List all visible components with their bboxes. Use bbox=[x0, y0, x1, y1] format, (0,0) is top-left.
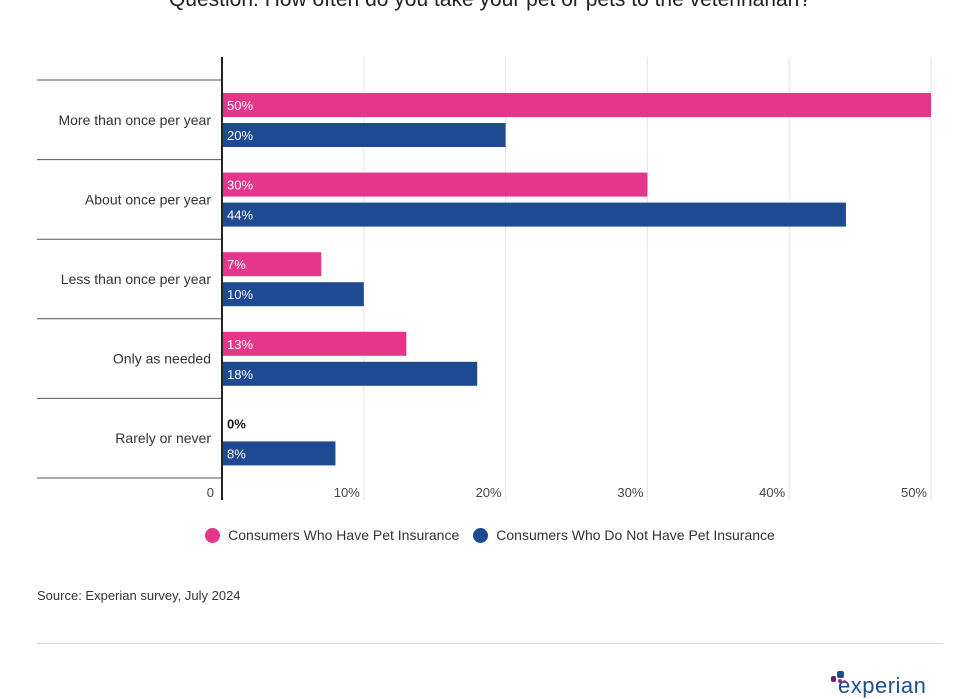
bar bbox=[223, 282, 364, 307]
category-label: Only as needed bbox=[113, 351, 211, 367]
x-tick-label: 10% bbox=[334, 485, 360, 500]
legend-item-insured: Consumers Who Have Pet Insurance bbox=[205, 527, 459, 543]
legend: Consumers Who Have Pet Insurance Consume… bbox=[0, 527, 980, 543]
bar-chart: 50% 20% 30% 44% 7% 10% 13% 18% 0% 8% More than on… bbox=[37, 57, 932, 500]
legend-item-not-insured: Consumers Who Do Not Have Pet Insurance bbox=[473, 527, 775, 543]
experian-logo: experian bbox=[838, 673, 927, 698]
bar bbox=[223, 441, 336, 466]
x-tick-labels: 0 10% 20% 30% 40% 50% bbox=[207, 485, 928, 500]
data-label: 7% bbox=[227, 257, 246, 272]
x-tick-label: 40% bbox=[759, 485, 785, 500]
category-label: About once per year bbox=[85, 191, 211, 207]
bar bbox=[223, 172, 648, 197]
data-label: 18% bbox=[227, 367, 253, 382]
chart-title: Question: How often do you take your pet… bbox=[0, 0, 980, 12]
bar bbox=[223, 331, 407, 356]
legend-swatch-insured bbox=[205, 527, 221, 543]
category-separators bbox=[37, 79, 222, 479]
data-label: 44% bbox=[227, 208, 253, 223]
bar bbox=[223, 93, 931, 117]
divider bbox=[37, 643, 943, 644]
bar bbox=[223, 123, 506, 147]
experian-logo-mark bbox=[831, 671, 851, 687]
data-label: 8% bbox=[227, 446, 246, 461]
source-note: Source: Experian survey, July 2024 bbox=[37, 588, 241, 603]
gridlines bbox=[363, 57, 932, 500]
category-label: Rarely or never bbox=[115, 430, 211, 446]
x-tick-label: 0 bbox=[207, 485, 214, 500]
legend-label-not-insured: Consumers Who Do Not Have Pet Insurance bbox=[496, 527, 775, 543]
data-label: 20% bbox=[227, 128, 253, 143]
x-tick-label: 20% bbox=[476, 485, 502, 500]
legend-swatch-not-insured bbox=[473, 527, 489, 543]
data-label: 13% bbox=[227, 337, 253, 352]
x-tick-label: 50% bbox=[901, 485, 927, 500]
bars: 50% 20% 30% 44% 7% 10% 13% 18% 0% 8% bbox=[223, 93, 931, 466]
bar bbox=[223, 202, 846, 227]
legend-label-insured: Consumers Who Have Pet Insurance bbox=[228, 527, 460, 543]
x-tick-label: 30% bbox=[617, 485, 643, 500]
category-label: More than once per year bbox=[58, 112, 211, 128]
data-label: 10% bbox=[227, 287, 253, 302]
data-label: 0% bbox=[227, 416, 246, 431]
bar bbox=[223, 361, 478, 386]
category-labels: More than once per year About once per ye… bbox=[58, 112, 211, 446]
data-label: 30% bbox=[227, 178, 253, 193]
category-label: Less than once per year bbox=[61, 271, 212, 287]
data-label: 50% bbox=[227, 98, 253, 113]
bar bbox=[223, 252, 322, 277]
